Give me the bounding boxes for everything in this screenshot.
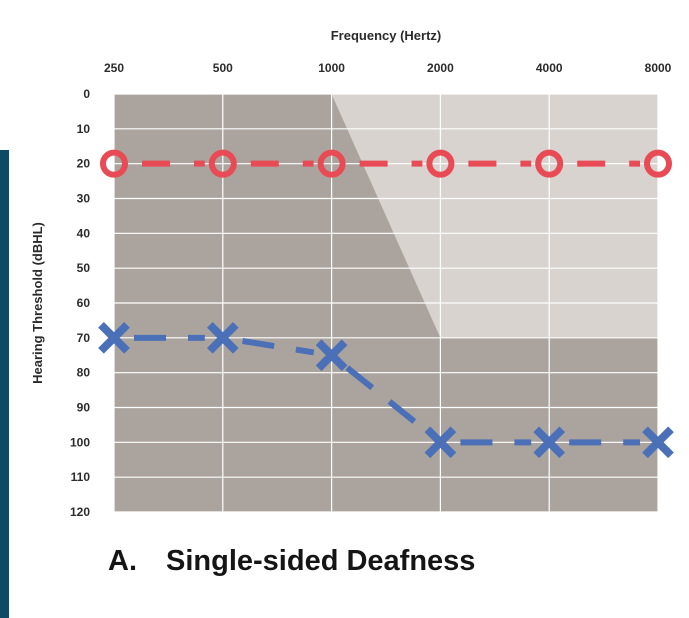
y-tick-label: 0 [83,87,90,101]
x-tick-labels: 250 500 1000 2000 4000 8000 [104,61,672,75]
data-point-x [642,426,674,459]
shaded-region [331,94,658,338]
data-point-circle [535,149,564,178]
y-tick-label: 20 [77,157,91,171]
x-stroke [98,322,130,354]
series-o [100,149,672,178]
figure-caption: A. Single-sided Deafness [108,545,475,578]
x-stroke [424,426,457,459]
x-stroke [206,322,239,354]
data-point-x [315,339,348,372]
series-segment [240,337,315,356]
data-point-x [533,426,566,459]
series-layer [98,149,674,459]
data-point-circle [208,149,237,178]
x-tick-label: 250 [104,61,124,75]
caption-letter: A. [108,545,137,577]
y-tick-label: 60 [77,296,91,310]
data-point-circle [100,149,128,178]
data-point-x [206,322,239,354]
y-tick-label: 90 [77,401,91,415]
x-tick-label: 1000 [318,61,345,75]
x-stroke [533,426,566,459]
y-tick-label: 30 [77,192,91,206]
caption-text: Single-sided Deafness [166,545,476,577]
x-stroke [315,339,348,372]
series-segment [343,364,429,434]
data-point-x [424,426,457,459]
y-tick-label: 70 [77,331,91,345]
x-tick-label: 2000 [427,61,454,75]
x-stroke [642,426,674,459]
y-tick-label: 50 [77,261,91,275]
x-tick-label: 500 [213,61,233,75]
y-tick-label: 100 [70,435,90,449]
y-tick-label: 40 [77,226,91,240]
y-tick-label: 10 [77,122,91,136]
y-tick-label: 80 [77,366,91,380]
y-axis-title: Hearing Threshold (dBHL) [30,222,45,384]
audiogram-chart: Frequency (Hertz) Hearing Threshold (dBH… [30,28,674,519]
data-point-circle [644,149,672,178]
x-tick-label: 4000 [536,61,563,75]
x-tick-label: 8000 [645,61,672,75]
y-tick-label: 110 [71,470,91,484]
x-axis-title: Frequency (Hertz) [331,28,442,43]
series-x [98,322,674,459]
sidebar-accent [0,150,9,618]
data-point-circle [426,149,455,178]
data-point-x [98,322,130,354]
y-tick-labels: 0 10 20 30 40 50 60 70 80 90 100 110 120 [70,87,90,519]
y-tick-label: 120 [70,505,90,519]
data-point-circle [317,149,346,178]
